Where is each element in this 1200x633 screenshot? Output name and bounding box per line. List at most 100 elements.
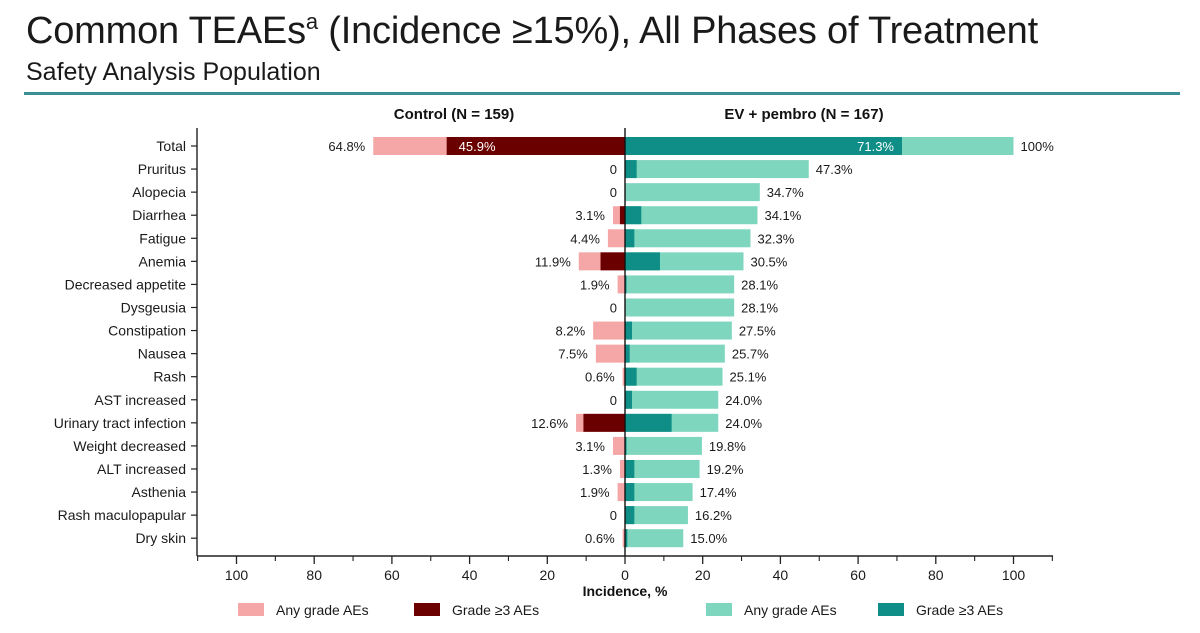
control-any-grade-bar <box>619 459 625 478</box>
title-footnote-marker: a <box>305 9 318 34</box>
category-label: Dry skin <box>135 530 186 546</box>
control-value-label: 4.4% <box>570 231 600 246</box>
ev-grade3-bar <box>625 436 627 455</box>
legend-label: Grade ≥3 AEs <box>452 602 539 618</box>
ev-value-label: 16.2% <box>695 508 732 523</box>
control-value-label: 11.9% <box>535 254 571 269</box>
ev-any-grade-bar <box>625 160 809 179</box>
legend-label: Any grade AEs <box>276 602 369 618</box>
ev-grade3-bar <box>625 206 642 225</box>
ev-value-label: 30.5% <box>750 254 787 269</box>
ev-any-grade-bar <box>625 321 732 340</box>
control-value-label: 1.9% <box>580 485 610 500</box>
control-value-label: 0 <box>610 300 617 315</box>
legend-label: Grade ≥3 AEs <box>916 602 1003 618</box>
category-label: Dysgeusia <box>121 299 187 315</box>
ev-any-grade-bar <box>625 459 700 478</box>
ev-any-grade-bar <box>625 506 688 525</box>
control-any-grade-bar <box>595 344 625 363</box>
control-value-label: 12.6% <box>531 416 568 431</box>
ev-any-grade-bar <box>625 275 735 294</box>
x-axis-title: Incidence, % <box>583 583 668 599</box>
ev-value-label: 32.3% <box>757 231 794 246</box>
x-tick-label: 80 <box>306 567 322 583</box>
control-any-grade-bar <box>622 529 625 548</box>
right-panel-title: EV + pembro (N = 167) <box>724 106 883 123</box>
legend-swatch <box>414 603 440 616</box>
control-value-label: 8.2% <box>556 324 586 339</box>
ev-grade3-bar <box>625 275 627 294</box>
control-value-label: 0.6% <box>585 531 615 546</box>
control-value-label: 7.5% <box>558 347 588 362</box>
control-value-label: 0.6% <box>585 370 615 385</box>
control-any-grade-bar <box>622 367 625 386</box>
ev-value-label: 19.8% <box>709 439 746 454</box>
category-label: Diarrhea <box>132 207 186 223</box>
ev-grade3-bar <box>625 137 903 155</box>
ev-grade3-bar <box>625 506 635 525</box>
ev-value-label: 25.1% <box>730 370 767 385</box>
ev-grade3-bar <box>625 229 635 248</box>
ev-any-grade-bar <box>625 183 760 202</box>
category-label: Anemia <box>139 253 187 269</box>
ev-any-grade-bar <box>625 298 735 317</box>
left-panel-title: Control (N = 159) <box>394 106 514 123</box>
ev-value-label: 24.0% <box>725 393 762 408</box>
control-total-grade3-label: 45.9% <box>459 139 496 154</box>
ev-value-label: 28.1% <box>741 300 778 315</box>
legend-label: Any grade AEs <box>744 602 837 618</box>
ev-any-grade-bar <box>625 229 751 248</box>
control-value-label: 0 <box>610 162 617 177</box>
control-value-label: 0 <box>610 508 617 523</box>
category-label: Urinary tract infection <box>54 415 186 431</box>
ev-grade3-bar <box>625 529 628 548</box>
control-value-label: 0 <box>610 185 617 200</box>
category-label: Weight decreased <box>73 438 186 454</box>
ev-value-label: 25.7% <box>732 347 769 362</box>
ev-value-label: 19.2% <box>707 462 744 477</box>
control-value-label: 0 <box>610 393 617 408</box>
control-any-grade-bar <box>593 321 625 340</box>
x-tick-label: 80 <box>928 567 944 583</box>
ev-total-grade3-label: 71.3% <box>857 139 894 154</box>
control-grade3-bar <box>600 252 625 271</box>
ev-grade3-bar <box>625 344 630 363</box>
ev-value-label: 15.0% <box>690 531 727 546</box>
control-value-label: 3.1% <box>575 439 605 454</box>
control-value-label: 1.9% <box>580 277 610 292</box>
x-tick-label: 40 <box>462 567 478 583</box>
category-label: AST increased <box>94 392 186 408</box>
ev-value-label: 17.4% <box>700 485 737 500</box>
x-tick-label: 40 <box>773 567 789 583</box>
category-label: Asthenia <box>132 484 187 500</box>
control-any-grade-bar <box>617 275 625 294</box>
category-label: Total <box>156 138 186 154</box>
title-rest: (Incidence ≥15%), All Phases of Treatmen… <box>317 10 1038 52</box>
legend-swatch <box>878 603 904 616</box>
ev-value-label: 24.0% <box>725 416 762 431</box>
category-label: Rash maculopapular <box>58 507 187 523</box>
ev-value-label: 28.1% <box>741 277 778 292</box>
ev-any-grade-bar <box>625 483 693 502</box>
x-tick-label: 60 <box>384 567 400 583</box>
ev-any-grade-bar <box>625 529 684 548</box>
category-label: ALT increased <box>97 461 186 477</box>
category-label: Alopecia <box>132 184 186 200</box>
x-tick-label: 100 <box>1002 567 1026 583</box>
title-main: Common TEAEs <box>26 10 306 52</box>
ev-grade3-bar <box>625 483 635 502</box>
legend-swatch <box>238 603 264 616</box>
control-any-grade-bar <box>617 483 625 502</box>
x-tick-label: 0 <box>621 567 629 583</box>
ev-grade3-bar <box>625 413 672 432</box>
control-value-label: 1.3% <box>582 462 612 477</box>
ev-grade3-bar <box>625 252 660 271</box>
ev-grade3-bar <box>625 459 635 478</box>
ev-any-grade-bar <box>625 344 725 363</box>
x-tick-label: 60 <box>850 567 866 583</box>
x-tick-label: 20 <box>695 567 711 583</box>
ev-any-grade-bar <box>625 436 702 455</box>
control-grade3-bar <box>446 137 625 155</box>
page-title: Common TEAEsa (Incidence ≥15%), All Phas… <box>26 6 1038 56</box>
